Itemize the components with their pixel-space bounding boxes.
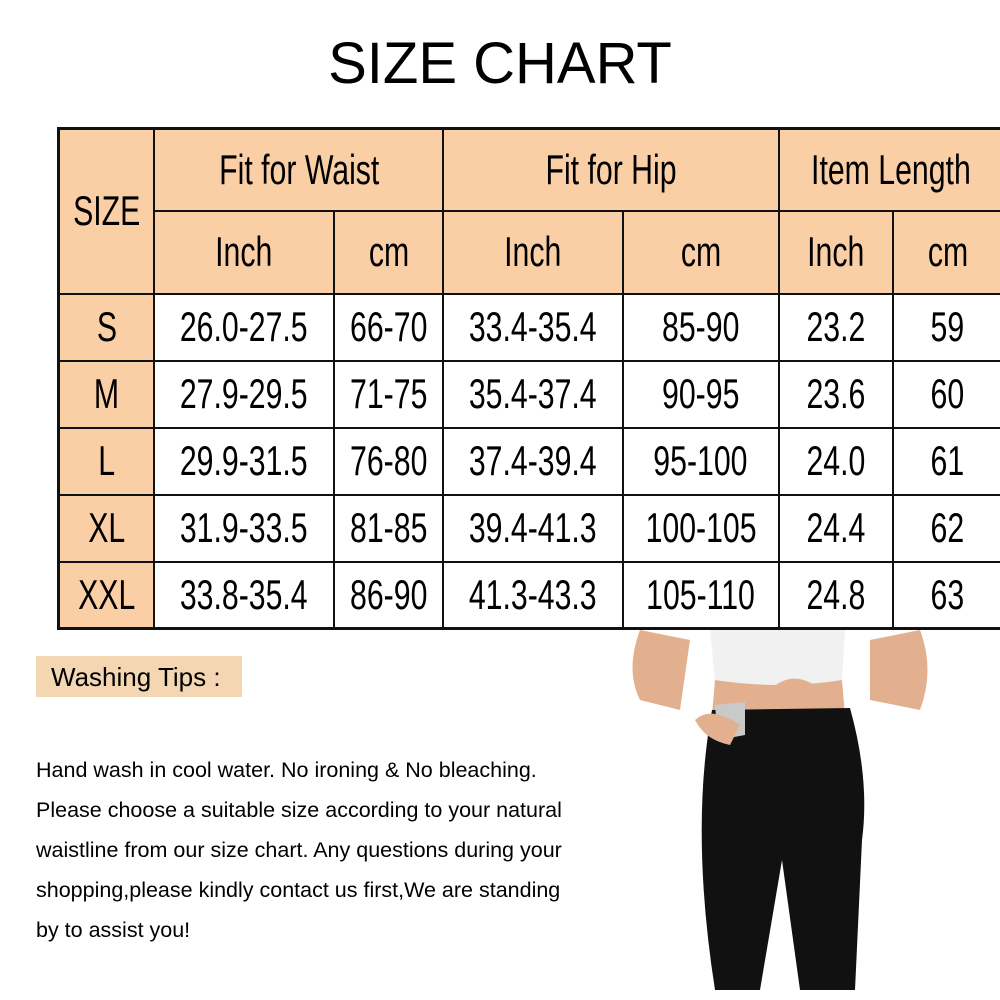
value-cell: 71-75: [332, 359, 445, 429]
value-cell: 23.6: [777, 359, 894, 429]
model-arm-left: [632, 630, 690, 710]
size-cell: XXL: [57, 560, 156, 630]
value-cell: 31.9-33.5: [153, 493, 335, 563]
unit-header: cm: [621, 209, 780, 295]
model-hand: [770, 678, 815, 706]
value-cell: 60: [891, 359, 1000, 429]
value-cell: 33.8-35.4: [153, 560, 335, 630]
washing-tips-label: Washing Tips :: [36, 656, 242, 697]
tips-line: shopping,please kindly contact us first,…: [36, 878, 561, 902]
value-cell: 90-95: [621, 359, 780, 429]
value-cell: 66-70: [332, 292, 445, 362]
value-cell: 26.0-27.5: [153, 292, 335, 362]
unit-header: cm: [332, 209, 445, 295]
value-cell: 63: [891, 560, 1000, 630]
value-cell: 37.4-39.4: [442, 426, 624, 496]
waist-header: Fit for Waist: [153, 127, 445, 212]
table-row: L 29.9-31.5 76-80 37.4-39.4 95-100 24.0 61: [57, 426, 1000, 496]
model-arm-right: [870, 630, 928, 710]
value-cell: 62: [891, 493, 1000, 563]
value-cell: 24.0: [777, 426, 894, 496]
size-chart-table: SIZE Fit for Waist Fit for Hip Item Leng…: [57, 127, 1000, 630]
table-row: XL 31.9-33.5 81-85 39.4-41.3 100-105 24.4 62: [57, 493, 1000, 563]
size-cell: M: [57, 359, 156, 429]
size-cell: S: [57, 292, 156, 362]
size-cell: XL: [57, 493, 156, 563]
value-cell: 59: [891, 292, 1000, 362]
size-header: SIZE: [57, 127, 156, 295]
model-top: [710, 630, 845, 685]
size-cell: L: [57, 426, 156, 496]
value-cell: 81-85: [332, 493, 445, 563]
value-cell: 27.9-29.5: [153, 359, 335, 429]
tips-line: waistline from our size chart. Any quest…: [36, 838, 562, 862]
value-cell: 95-100: [621, 426, 780, 496]
value-cell: 24.8: [777, 560, 894, 630]
value-cell: 76-80: [332, 426, 445, 496]
model-photo: [632, 630, 928, 990]
value-cell: 29.9-31.5: [153, 426, 335, 496]
length-header: Item Length: [777, 127, 1000, 212]
hip-header: Fit for Hip: [442, 127, 780, 212]
unit-header: cm: [891, 209, 1000, 295]
value-cell: 33.4-35.4: [442, 292, 624, 362]
tips-line: by to assist you!: [36, 918, 191, 942]
model-shorts: [701, 708, 865, 990]
table-row: XXL 33.8-35.4 86-90 41.3-43.3 105-110 24.8 63: [57, 560, 1000, 630]
page-title: SIZE CHART: [328, 31, 672, 96]
value-cell: 85-90: [621, 292, 780, 362]
model-hand: [695, 713, 740, 745]
unit-header: Inch: [777, 209, 894, 295]
value-cell: 86-90: [332, 560, 445, 630]
value-cell: 24.4: [777, 493, 894, 563]
table-row: M 27.9-29.5 71-75 35.4-37.4 90-95 23.6 60: [57, 359, 1000, 429]
value-cell: 35.4-37.4: [442, 359, 624, 429]
value-cell: 41.3-43.3: [442, 560, 624, 630]
value-cell: 105-110: [621, 560, 780, 630]
tips-line: Hand wash in cool water. No ironing & No…: [36, 758, 537, 782]
table-row: S 26.0-27.5 66-70 33.4-35.4 85-90 23.2 59: [57, 292, 1000, 362]
tips-line: Please choose a suitable size according …: [36, 798, 562, 822]
value-cell: 61: [891, 426, 1000, 496]
value-cell: 23.2: [777, 292, 894, 362]
value-cell: 100-105: [621, 493, 780, 563]
value-cell: 39.4-41.3: [442, 493, 624, 563]
unit-header: Inch: [153, 209, 335, 295]
unit-header: Inch: [442, 209, 624, 295]
washing-tips-text: Hand wash in cool water. No ironing & No…: [36, 750, 562, 950]
